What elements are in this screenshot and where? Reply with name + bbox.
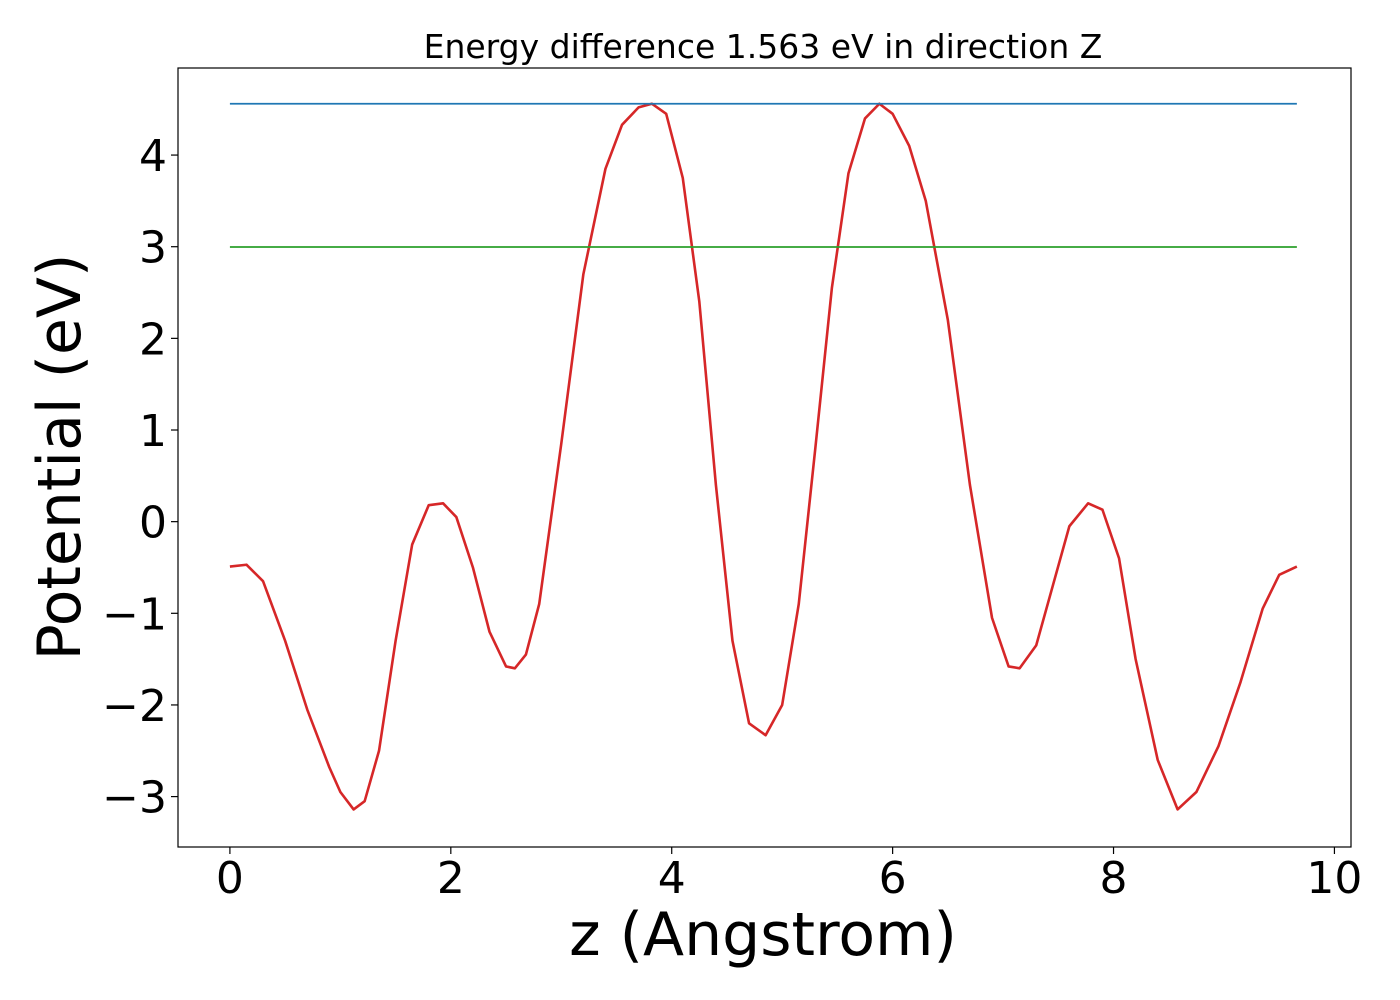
x-tick-label: 10 bbox=[1306, 853, 1362, 904]
y-tick-label: 2 bbox=[139, 314, 167, 365]
x-tick-label: 6 bbox=[879, 853, 907, 904]
y-tick-label: −1 bbox=[102, 589, 167, 640]
y-axis: −3 −2 −1 0 1 2 3 4 bbox=[102, 131, 178, 824]
x-tick-label: 0 bbox=[216, 853, 244, 904]
plot-area bbox=[177, 67, 1352, 848]
chart-title: Energy difference 1.563 eV in direction … bbox=[424, 27, 1103, 66]
y-axis-label: Potential (eV) bbox=[25, 254, 95, 661]
y-tick-label: 3 bbox=[139, 223, 167, 274]
series-layer bbox=[229, 102, 1298, 811]
x-tick-label: 2 bbox=[437, 853, 465, 904]
x-axis-label: z (Angstrom) bbox=[569, 900, 957, 970]
y-tick-label: −2 bbox=[102, 681, 167, 732]
x-tick-label: 8 bbox=[1100, 853, 1128, 904]
y-tick-label: −3 bbox=[102, 773, 167, 824]
y-tick-label: 4 bbox=[139, 131, 167, 182]
x-tick-label: 4 bbox=[658, 853, 686, 904]
y-tick-label: 0 bbox=[139, 498, 167, 549]
x-axis: 0 2 4 6 8 10 bbox=[216, 847, 1362, 904]
series-line-0 bbox=[229, 102, 1298, 811]
plot-background bbox=[178, 68, 1351, 847]
plot-frame bbox=[177, 67, 1352, 848]
y-tick-label: 1 bbox=[139, 406, 167, 457]
